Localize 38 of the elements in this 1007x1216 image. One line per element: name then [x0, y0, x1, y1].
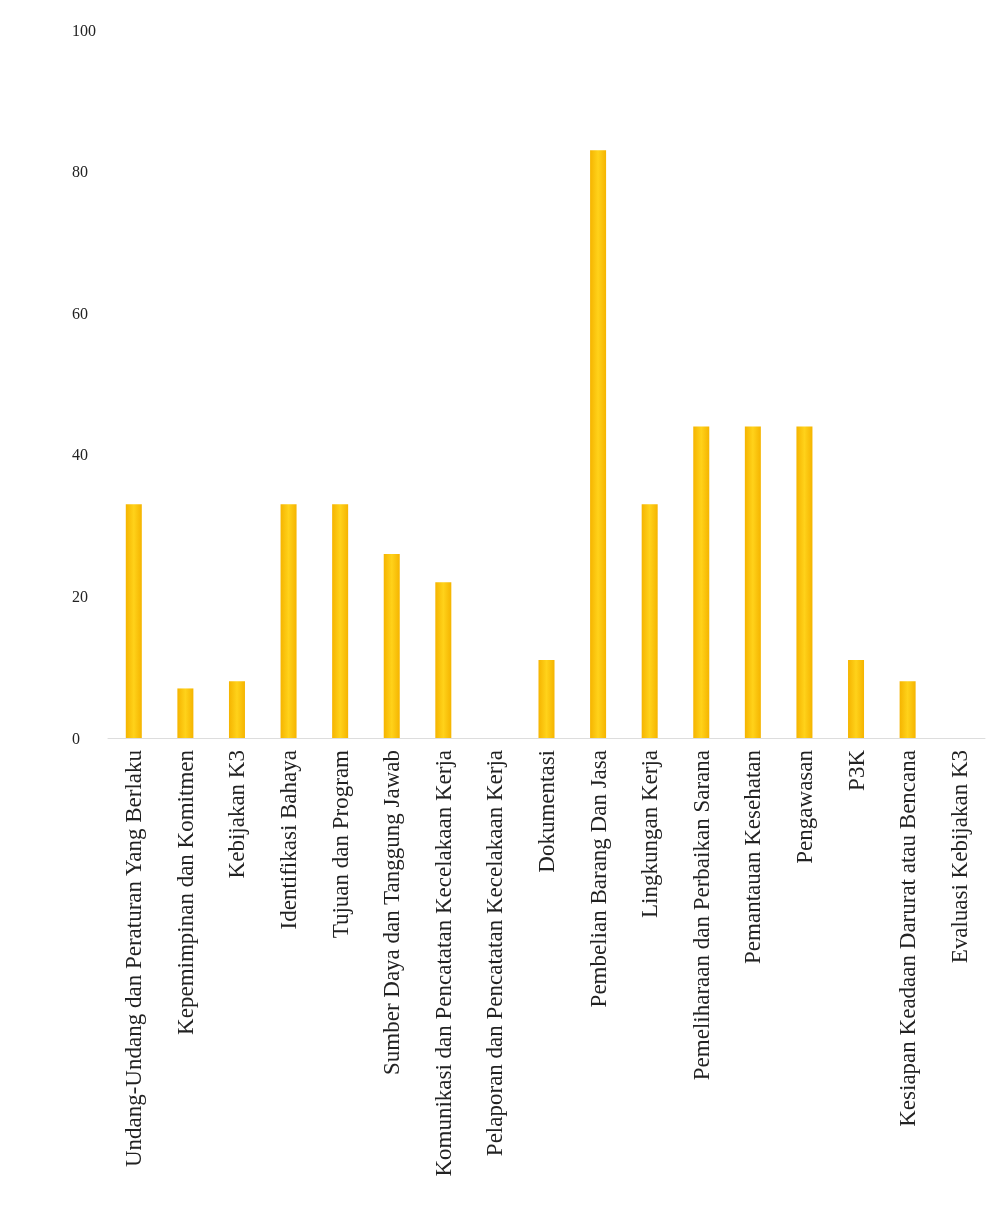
x-tick-label: Sumber Daya dan Tanggung Jawab — [379, 750, 405, 1075]
x-tick-label: Kebijakan K3 — [224, 750, 250, 879]
x-tick-label: P3K — [843, 749, 869, 791]
y-tick-label: 0 — [72, 729, 80, 747]
y-tick-label: 80 — [72, 163, 88, 181]
bar — [899, 681, 916, 738]
x-tick-label: Lingkungan Kerja — [637, 750, 663, 918]
x-tick-label: Identifikasi Bahaya — [276, 750, 302, 930]
y-tick-label: 40 — [72, 446, 88, 464]
bar — [590, 150, 607, 738]
y-tick-label: 100 — [72, 21, 96, 39]
x-tick-label: Dokumentasi — [534, 750, 559, 873]
x-tick-label: Undang-Undang dan Peraturan Yang Berlaku — [121, 749, 147, 1168]
x-tick-label: Pengawasan — [791, 749, 817, 864]
bar — [435, 582, 452, 738]
x-tick-label: Pemantauan Kesehatan — [740, 749, 766, 964]
x-tick-label: Evaluasi Kebijakan K3 — [946, 750, 972, 964]
x-tick-label: Komunikasi dan Pencatatan Kecelakaan Kerja — [430, 750, 456, 1177]
x-tick-label: Pemeliharaan dan Perbaikan Sarana — [688, 750, 714, 1081]
bar — [641, 504, 658, 738]
bar — [280, 504, 297, 738]
bar — [177, 688, 194, 738]
x-tick-label: Tujuan dan Program — [327, 749, 353, 939]
bar — [538, 660, 555, 738]
bar — [693, 426, 710, 738]
x-tick-label: Kesiapan Keadaan Darurat atau Bencana — [895, 750, 921, 1127]
bar — [383, 553, 400, 738]
bar — [125, 504, 142, 738]
y-tick-label: 20 — [72, 587, 88, 605]
x-tick-label: Pelaporan dan Pencatatan Kecelakaan Kerja — [482, 750, 508, 1157]
x-tick-label: Pembelian Barang Dan Jasa — [585, 750, 611, 1008]
bar — [228, 681, 245, 738]
bar — [796, 426, 813, 738]
y-tick-label: 60 — [72, 304, 88, 322]
bar — [848, 660, 865, 738]
x-tick-label: Kepemimpinan dan Komitmen — [172, 749, 198, 1035]
bar — [744, 426, 761, 738]
bar — [332, 504, 349, 738]
